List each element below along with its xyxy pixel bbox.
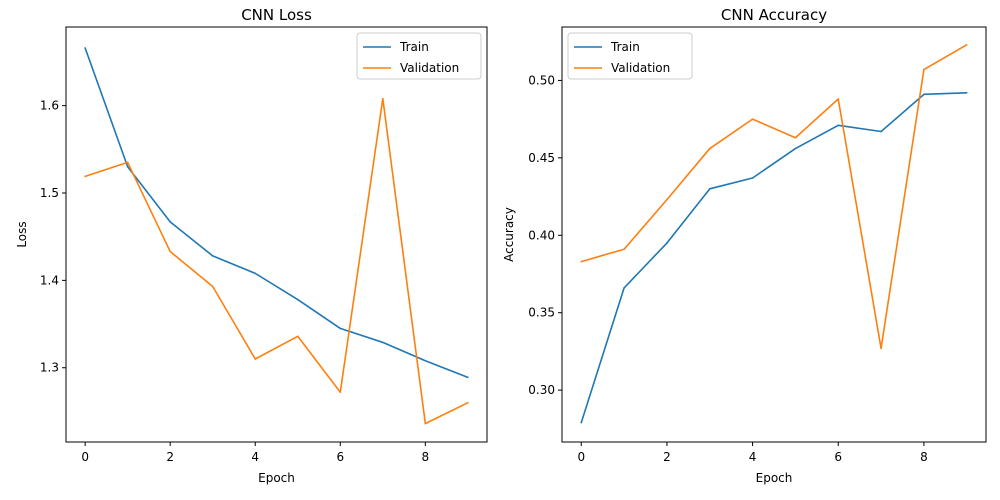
data-point bbox=[84, 47, 86, 49]
data-point bbox=[211, 255, 214, 257]
data-point bbox=[794, 136, 797, 139]
x-tick-label: 2 bbox=[663, 450, 671, 464]
chart-title: CNN Accuracy bbox=[721, 6, 827, 24]
data-point bbox=[254, 272, 257, 275]
data-point bbox=[965, 92, 968, 94]
x-tick-label: 0 bbox=[81, 450, 89, 464]
data-point bbox=[708, 147, 711, 150]
y-tick-label: 1.3 bbox=[40, 361, 59, 375]
data-point bbox=[382, 341, 384, 344]
data-point bbox=[880, 347, 882, 350]
data-point bbox=[424, 422, 427, 425]
data-point bbox=[339, 391, 342, 394]
x-tick-label: 4 bbox=[749, 450, 757, 464]
data-point bbox=[126, 165, 129, 168]
data-point bbox=[467, 401, 469, 404]
y-tick-label: 0.50 bbox=[528, 73, 555, 87]
data-point bbox=[837, 98, 840, 100]
data-point bbox=[296, 298, 299, 301]
x-tick-label: 4 bbox=[251, 450, 259, 464]
legend-label: Train bbox=[399, 40, 429, 54]
x-tick-label: 8 bbox=[920, 450, 928, 464]
data-point bbox=[666, 242, 668, 244]
x-tick-label: 6 bbox=[336, 450, 344, 464]
x-tick-label: 8 bbox=[422, 450, 430, 464]
data-point bbox=[382, 97, 384, 100]
data-point bbox=[339, 327, 342, 330]
x-axis-label: Epoch bbox=[258, 471, 295, 485]
data-point bbox=[623, 248, 625, 251]
x-tick-label: 0 bbox=[577, 450, 585, 464]
series-line bbox=[84, 47, 469, 379]
data-point bbox=[623, 287, 625, 289]
data-point bbox=[708, 188, 711, 190]
data-point bbox=[126, 161, 129, 164]
data-point bbox=[751, 177, 754, 179]
data-point bbox=[424, 359, 427, 362]
data-point bbox=[169, 221, 171, 223]
y-tick-label: 0.30 bbox=[528, 383, 555, 397]
data-point bbox=[880, 130, 882, 133]
x-tick-label: 6 bbox=[834, 450, 842, 464]
data-point bbox=[751, 118, 754, 120]
series-train bbox=[84, 47, 469, 379]
data-point bbox=[923, 68, 925, 71]
chart-panel-1: 0 2 4 6 8 0.30 0.35 0.40 0.45 0.50 CNN Accuracy Epo… bbox=[502, 6, 987, 485]
data-point bbox=[296, 335, 299, 338]
data-point bbox=[254, 358, 257, 360]
legend-label: Validation bbox=[611, 61, 670, 75]
legend: Train Validation bbox=[567, 32, 693, 80]
data-point bbox=[837, 124, 840, 127]
y-axis-label: Loss bbox=[15, 221, 29, 247]
data-point bbox=[666, 198, 668, 201]
y-tick-label: 0.40 bbox=[528, 228, 555, 242]
data-point bbox=[965, 44, 968, 46]
data-point bbox=[467, 376, 469, 379]
plot-area bbox=[561, 26, 987, 443]
data-point bbox=[580, 421, 583, 424]
data-point bbox=[923, 93, 925, 96]
series-validation bbox=[580, 44, 968, 350]
data-point bbox=[580, 260, 583, 263]
plot-area bbox=[65, 26, 488, 443]
data-point bbox=[211, 285, 214, 288]
series-line bbox=[581, 44, 968, 350]
chart-title: CNN Loss bbox=[241, 6, 312, 24]
series-train bbox=[580, 92, 968, 424]
x-axis-label: Epoch bbox=[756, 471, 793, 485]
series-validation bbox=[84, 97, 469, 425]
y-tick-label: 1.6 bbox=[40, 99, 59, 113]
legend: Train Validation bbox=[356, 32, 482, 80]
y-tick-label: 1.4 bbox=[40, 273, 59, 287]
y-tick-label: 0.35 bbox=[528, 306, 555, 320]
chart-panel-0: 0 2 4 6 8 1.3 1.4 1.5 1.6 CNN Loss Epoch Loss Train V… bbox=[15, 6, 488, 485]
data-point bbox=[84, 175, 86, 178]
x-tick-label: 2 bbox=[166, 450, 174, 464]
y-axis-label: Accuracy bbox=[502, 207, 516, 262]
y-tick-label: 0.45 bbox=[528, 151, 555, 165]
data-point bbox=[794, 147, 797, 150]
y-tick-label: 1.5 bbox=[40, 186, 59, 200]
data-point bbox=[169, 250, 171, 253]
legend-label: Validation bbox=[400, 61, 459, 75]
series-line bbox=[84, 97, 469, 425]
series-line bbox=[580, 92, 967, 423]
legend-label: Train bbox=[610, 40, 640, 54]
